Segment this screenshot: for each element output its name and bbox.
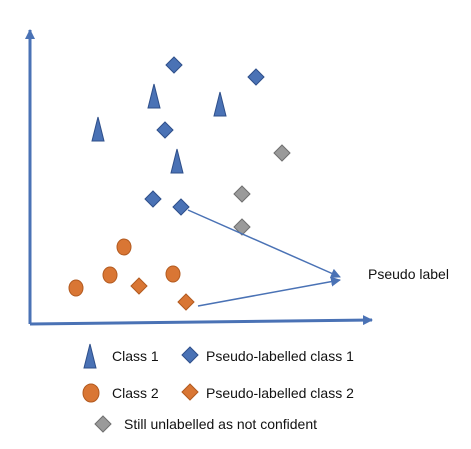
legend-class1-icon <box>83 343 97 369</box>
legend-class1-label: Class 1 <box>112 348 159 364</box>
class2-circle-icon <box>165 265 181 283</box>
class2-circle-icon <box>102 266 118 284</box>
x-axis <box>29 315 373 326</box>
class1-triangle-icon <box>170 148 184 174</box>
class1-triangle-icon <box>147 83 161 109</box>
pseudo-label-annotation: Pseudo label <box>368 266 449 282</box>
class1-triangle-icon <box>91 116 105 142</box>
legend-pseudo-class2-label: Pseudo-labelled class 2 <box>206 385 354 401</box>
legend-unlabelled-label: Still unlabelled as not confident <box>124 416 317 432</box>
pseudo-class2-diamond-icon <box>130 277 148 295</box>
pseudo-class1-diamond-icon <box>172 198 190 216</box>
pseudo-class1-diamond-icon <box>156 121 174 139</box>
legend-class2-label: Class 2 <box>112 385 159 401</box>
unlabelled-diamond-icon <box>233 185 251 203</box>
legend-pseudo-class2-icon <box>181 383 199 401</box>
legend-class2-icon <box>82 383 100 403</box>
pseudo-class1-diamond-icon <box>247 68 265 86</box>
legend-pseudo-class1-icon <box>181 346 199 364</box>
pseudo-class2-diamond-icon <box>177 293 195 311</box>
class2-circle-icon <box>116 238 132 256</box>
pseudo-class1-diamond-icon <box>144 190 162 208</box>
class2-circle-icon <box>68 279 84 297</box>
unlabelled-diamond-icon <box>233 218 251 236</box>
pseudo-label-arrow <box>197 276 341 307</box>
pseudo-class1-diamond-icon <box>165 56 183 74</box>
legend-unlabelled-icon <box>94 415 112 433</box>
class1-triangle-icon <box>213 91 227 117</box>
legend-pseudo-class1-label: Pseudo-labelled class 1 <box>206 348 354 364</box>
unlabelled-diamond-icon <box>273 144 291 162</box>
pseudo-label-arrow <box>187 209 341 278</box>
